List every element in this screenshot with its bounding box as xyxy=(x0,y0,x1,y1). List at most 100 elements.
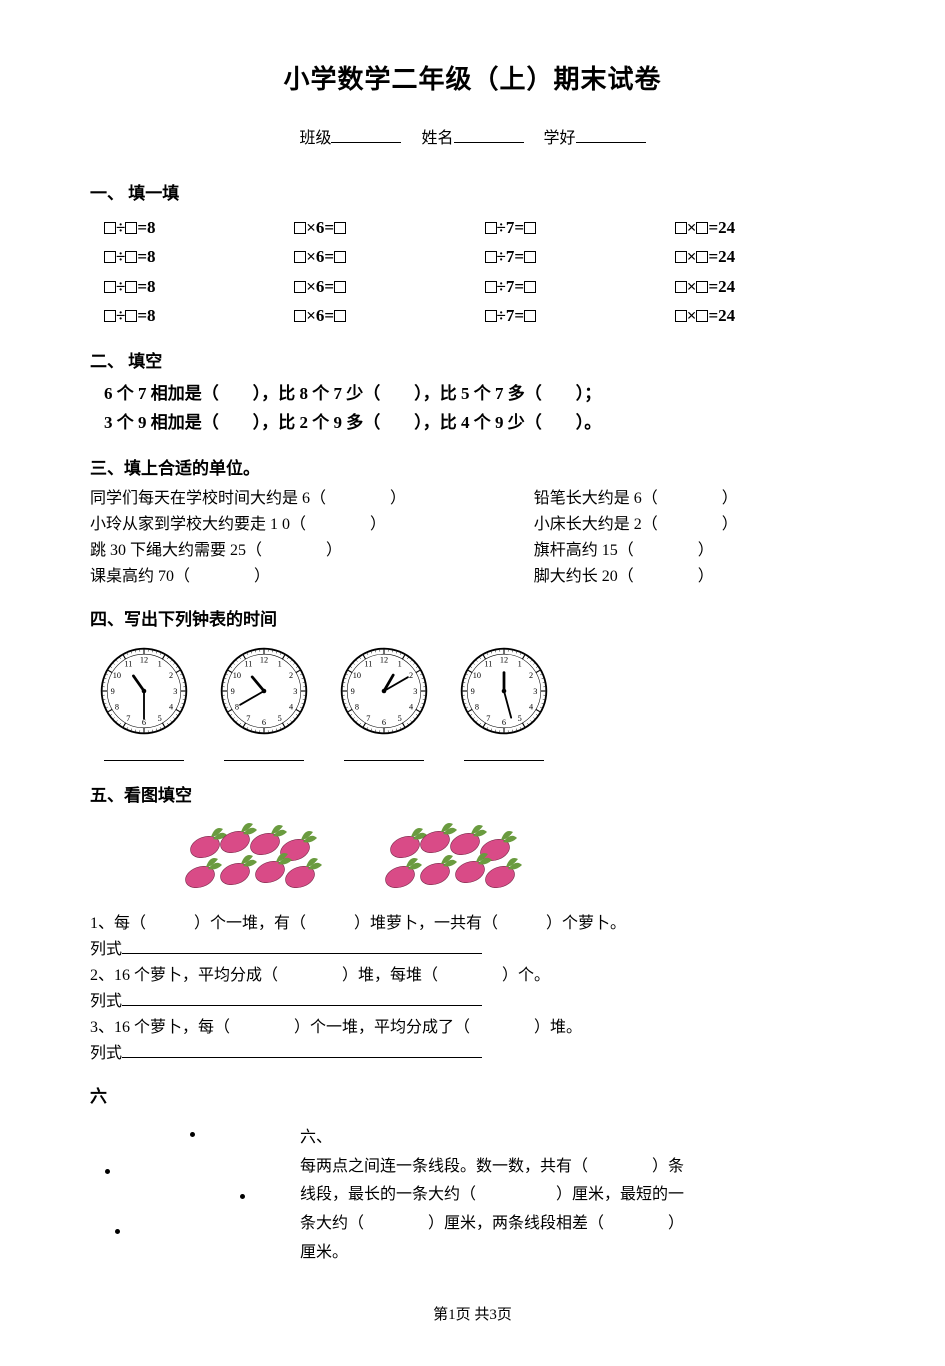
unit-right: 铅笔长大约是 6（ ） xyxy=(534,487,855,511)
section-3-body: 同学们每天在学校时间大约是 6（ ）铅笔长大约是 6（ ）小玲从家到学校大约要走… xyxy=(90,487,855,589)
section-6-body: 六、 每两点之间连一条线段。数一数，共有（ ）条 线段，最长的一条大约（ ）厘米… xyxy=(90,1124,855,1268)
s2-l2d: ）。 xyxy=(576,413,602,432)
svg-text:2: 2 xyxy=(529,671,533,680)
svg-text:5: 5 xyxy=(278,714,282,723)
svg-text:10: 10 xyxy=(353,671,361,680)
eq-blank[interactable] xyxy=(122,1042,482,1058)
eq-label: 列式 xyxy=(90,941,122,958)
eq-cell: ×=24 xyxy=(675,303,855,329)
svg-text:1: 1 xyxy=(518,659,522,668)
s2-l1d: ）； xyxy=(576,384,602,403)
id-blank[interactable] xyxy=(576,127,646,143)
student-info-line: 班级 姓名 学好 xyxy=(90,127,855,151)
svg-text:4: 4 xyxy=(409,702,413,711)
svg-text:10: 10 xyxy=(473,671,481,680)
s2-l2a: 3 个 9 相加是（ xyxy=(104,413,219,432)
svg-text:8: 8 xyxy=(475,702,479,711)
s2-l1c: ），比 5 个 7 多（ xyxy=(414,384,542,403)
section-5-head: 五、看图填空 xyxy=(90,783,855,809)
name-blank[interactable] xyxy=(454,127,524,143)
svg-text:9: 9 xyxy=(351,687,355,696)
section-1-head: 一、 填一填 xyxy=(90,181,855,207)
eq-label: 列式 xyxy=(90,993,122,1010)
svg-text:9: 9 xyxy=(471,687,475,696)
eq-cell: ×=24 xyxy=(675,215,855,241)
clock-answer-blank[interactable] xyxy=(464,747,544,761)
page-title: 小学数学二年级（上）期末试卷 xyxy=(90,60,855,99)
svg-text:11: 11 xyxy=(124,659,132,668)
eq-cell: ×=24 xyxy=(675,244,855,270)
svg-text:7: 7 xyxy=(126,714,130,723)
name-label: 姓名 xyxy=(421,130,453,147)
svg-text:1: 1 xyxy=(278,659,282,668)
svg-text:11: 11 xyxy=(484,659,492,668)
section-6-head: 六 xyxy=(90,1084,855,1110)
s2-l1a: 6 个 7 相加是（ xyxy=(104,384,219,403)
clock-answer-blank[interactable] xyxy=(104,747,184,761)
svg-text:12: 12 xyxy=(140,655,148,664)
s2-l1b: ），比 8 个 7 少（ xyxy=(253,384,381,403)
eq-cell: ×6= xyxy=(294,215,474,241)
equation-grid: ÷=8×6=÷7=×=24 ÷=8×6=÷7=×=24 ÷=8×6=÷7=×=2… xyxy=(90,213,855,331)
q5-3-eq: 列式 xyxy=(90,1042,855,1066)
svg-text:2: 2 xyxy=(409,671,413,680)
radish-group xyxy=(380,822,530,902)
s6-t4: 厘米。 xyxy=(300,1239,855,1268)
svg-text:5: 5 xyxy=(398,714,402,723)
svg-text:12: 12 xyxy=(500,655,508,664)
q5-1: 1、每（ ）个一堆，有（ ）堆萝卜，一共有（ ）个萝卜。 xyxy=(90,912,855,936)
id-label: 学好 xyxy=(544,130,576,147)
eq-cell: ×=24 xyxy=(675,274,855,300)
svg-text:3: 3 xyxy=(413,687,417,696)
radish-group xyxy=(180,822,330,902)
unit-right: 旗杆高约 15（ ） xyxy=(534,539,855,563)
svg-text:5: 5 xyxy=(518,714,522,723)
svg-text:4: 4 xyxy=(529,702,533,711)
s2-l2c: ），比 4 个 9 少（ xyxy=(414,413,542,432)
unit-right: 脚大约长 20（ ） xyxy=(534,565,855,589)
svg-text:8: 8 xyxy=(235,702,239,711)
clock-answer-blank[interactable] xyxy=(224,747,304,761)
section-4-head: 四、写出下列钟表的时间 xyxy=(90,607,855,633)
s6-t1: 每两点之间连一条线段。数一数，共有（ ）条 xyxy=(300,1153,855,1182)
svg-text:6: 6 xyxy=(382,718,386,727)
page-footer: 第1页 共3页 xyxy=(90,1304,855,1327)
eq-cell: ÷=8 xyxy=(104,274,284,300)
clock-answer-blank[interactable] xyxy=(344,747,424,761)
q5-2: 2、16 个萝卜，平均分成（ ）堆，每堆（ ）个。 xyxy=(90,964,855,988)
unit-right: 小床长大约是 2（ ） xyxy=(534,513,855,537)
eq-cell: ÷7= xyxy=(485,303,665,329)
section-2-head: 二、 填空 xyxy=(90,349,855,375)
svg-text:7: 7 xyxy=(246,714,250,723)
clock: 123456789101112 xyxy=(338,645,430,761)
svg-text:11: 11 xyxy=(244,659,252,668)
eq-cell: ÷=8 xyxy=(104,215,284,241)
class-blank[interactable] xyxy=(331,127,401,143)
eq-blank[interactable] xyxy=(122,938,482,954)
eq-label: 列式 xyxy=(90,1045,122,1062)
svg-text:3: 3 xyxy=(173,687,177,696)
eq-cell: ×6= xyxy=(294,274,474,300)
svg-text:11: 11 xyxy=(364,659,372,668)
eq-cell: ×6= xyxy=(294,303,474,329)
clock: 123456789101112 xyxy=(98,645,190,761)
eq-cell: ÷=8 xyxy=(104,303,284,329)
svg-text:10: 10 xyxy=(233,671,241,680)
svg-text:3: 3 xyxy=(533,687,537,696)
s6-t3: 条大约（ ）厘米，两条线段相差（ ） xyxy=(300,1210,855,1239)
s2-l2b: ），比 2 个 9 多（ xyxy=(253,413,381,432)
svg-text:7: 7 xyxy=(486,714,490,723)
svg-text:9: 9 xyxy=(111,687,115,696)
eq-blank[interactable] xyxy=(122,990,482,1006)
section-2-body: 6 个 7 相加是（ ），比 8 个 7 少（ ），比 5 个 7 多（ ）； … xyxy=(90,380,855,438)
q5-1-eq: 列式 xyxy=(90,938,855,962)
eq-cell: ÷=8 xyxy=(104,244,284,270)
svg-text:12: 12 xyxy=(260,655,268,664)
section-3-head: 三、填上合适的单位。 xyxy=(90,456,855,482)
svg-text:8: 8 xyxy=(355,702,359,711)
svg-text:3: 3 xyxy=(293,687,297,696)
eq-cell: ÷7= xyxy=(485,274,665,300)
unit-left: 同学们每天在学校时间大约是 6（ ） xyxy=(90,487,534,511)
svg-text:7: 7 xyxy=(366,714,370,723)
svg-text:9: 9 xyxy=(231,687,235,696)
